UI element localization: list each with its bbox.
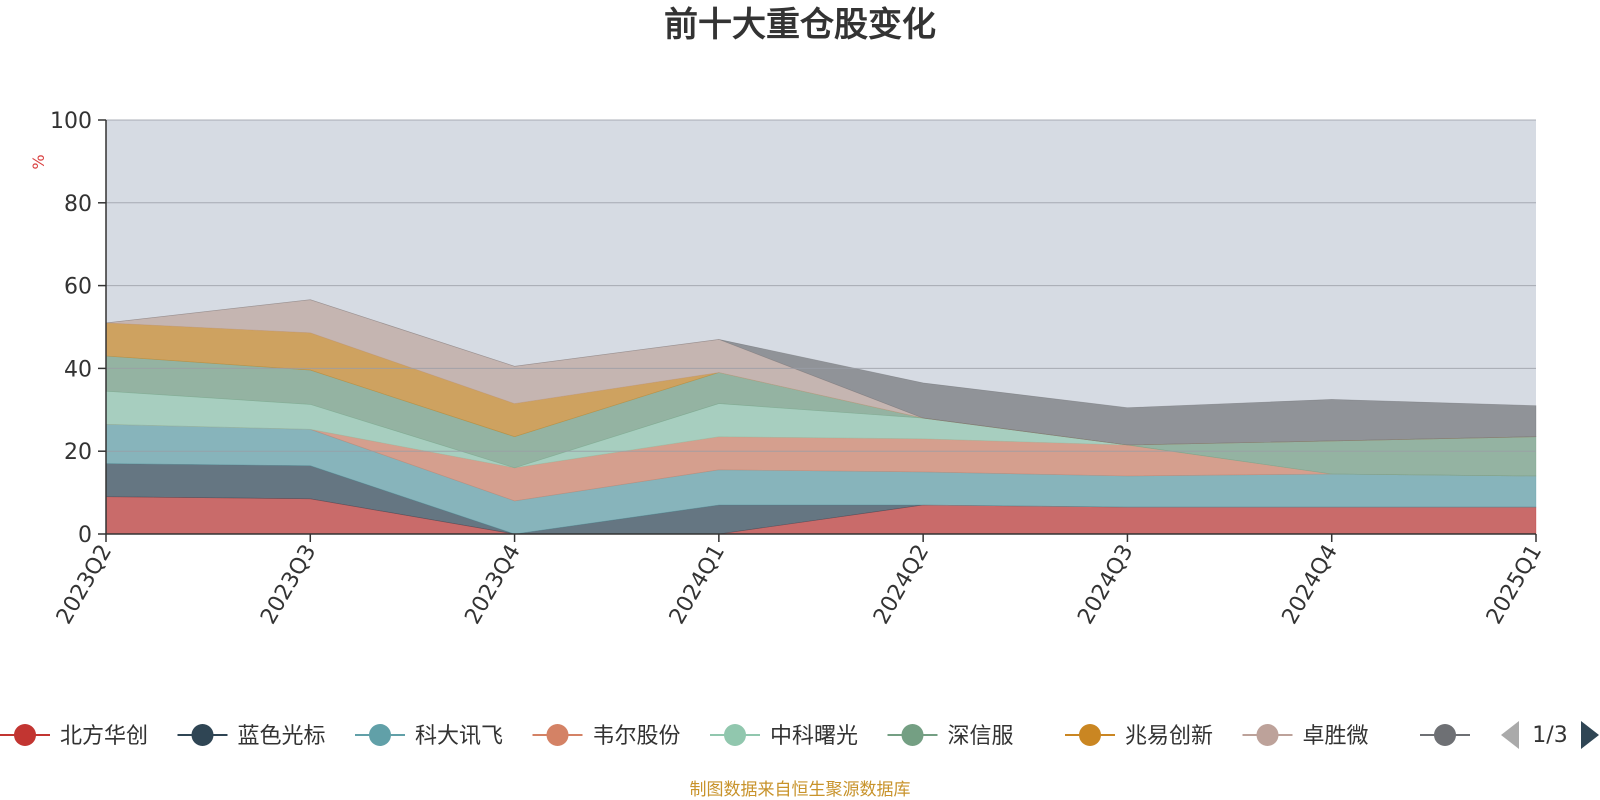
legend-marker-icon	[1079, 724, 1101, 746]
legend-item[interactable]: 北方华创	[0, 724, 148, 749]
legend-item[interactable]: 中科曙光	[710, 724, 858, 749]
legend-item[interactable]: 卓胜微	[1242, 724, 1369, 749]
x-tick-label: 2023Q4	[460, 541, 525, 629]
legend-marker-icon	[1434, 724, 1456, 746]
legend-marker-icon	[369, 724, 391, 746]
legend-label: 中科曙光	[770, 724, 858, 749]
legend-next-arrow-icon[interactable]	[1581, 721, 1599, 749]
y-tick-label: 0	[78, 523, 92, 548]
legend-label: 北方华创	[60, 724, 148, 749]
legend-items: 北方华创 蓝色光标 科大讯飞 韦尔股份 中科曙光 深信服 兆易创新 卓胜微 寒武纪	[0, 724, 1546, 749]
legend-item[interactable]: 科大讯飞	[355, 724, 503, 749]
legend-marker-icon	[901, 724, 924, 746]
y-tick-label: 60	[64, 275, 92, 300]
legend-marker-icon	[191, 724, 214, 746]
x-tick-label: 2025Q1	[1482, 541, 1547, 629]
legend-page-indicator: 1/3	[1532, 723, 1567, 748]
x-tick-label: 2023Q3	[256, 541, 321, 629]
y-axis-unit: %	[29, 154, 48, 169]
y-tick-label: 40	[64, 357, 92, 382]
legend-item[interactable]: 韦尔股份	[532, 724, 681, 749]
area-layers	[105, 299, 1537, 535]
chart-title: 前十大重仓股变化	[664, 5, 936, 45]
legend-marker-icon	[1256, 724, 1279, 746]
legend-label: 卓胜微	[1303, 724, 1369, 749]
x-tick-label: 2024Q2	[869, 541, 934, 629]
area-series-8	[105, 299, 1537, 446]
legend-item[interactable]: 寒武纪	[1420, 724, 1546, 749]
legend-item[interactable]: 深信服	[887, 724, 1014, 749]
legend-marker-icon	[14, 724, 36, 746]
legend-item[interactable]: 兆易创新	[1065, 724, 1213, 749]
legend-prev-arrow-icon[interactable]	[1501, 721, 1519, 749]
y-tick-label: 80	[64, 192, 92, 217]
legend-label: 兆易创新	[1125, 724, 1213, 749]
legend-label: 蓝色光标	[238, 724, 326, 749]
y-tick-label: 20	[64, 440, 92, 465]
data-source-note: 制图数据来自恒生聚源数据库	[690, 780, 911, 800]
grid-lines	[106, 119, 1536, 452]
legend-item[interactable]: 蓝色光标	[177, 724, 326, 749]
legend-marker-icon	[724, 724, 746, 746]
x-tick-label: 2023Q2	[52, 541, 117, 629]
legend-marker-icon	[546, 724, 569, 746]
legend-label: 韦尔股份	[593, 724, 681, 749]
x-tick-label: 2024Q1	[665, 541, 730, 629]
legend-label: 科大讯飞	[415, 724, 503, 749]
x-tick-label: 2024Q4	[1278, 541, 1343, 629]
legend-label: 深信服	[948, 724, 1014, 749]
x-tick-label: 2024Q3	[1073, 541, 1138, 629]
y-tick-label: 100	[50, 109, 92, 134]
legend: 北方华创 蓝色光标 科大讯飞 韦尔股份 中科曙光 深信服 兆易创新 卓胜微 寒武纪	[0, 724, 1546, 749]
